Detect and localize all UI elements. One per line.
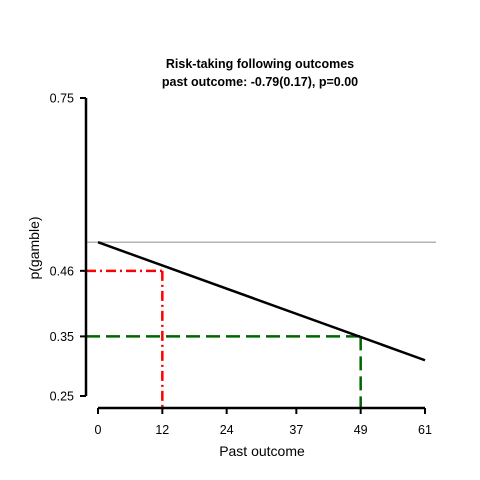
x-tick-label-3: 37 <box>289 423 303 437</box>
x-tick-label-2: 24 <box>220 423 234 437</box>
x-axis-label: Past outcome <box>219 443 305 459</box>
plot-area <box>86 241 436 408</box>
x-tick-label-0: 0 <box>95 423 102 437</box>
y-tick-label-3: 0.75 <box>50 92 74 106</box>
series-line-0 <box>97 241 426 362</box>
y-axis-label: p(gamble) <box>26 216 42 279</box>
chart-title: Risk-taking following outcomes <box>166 57 354 71</box>
y-tick-label-2: 0.46 <box>50 264 74 278</box>
chart-subtitle: past outcome: -0.79(0.17), p=0.00 <box>162 75 358 89</box>
x-tick-label-5: 61 <box>418 423 432 437</box>
x-tick-label-4: 49 <box>354 423 368 437</box>
y-tick-label-1: 0.35 <box>50 330 74 344</box>
x-tick-label-1: 12 <box>155 423 169 437</box>
axes: 0.25 0.35 0.46 0.75 0 12 24 37 49 61 <box>50 92 432 438</box>
y-tick-label-0: 0.25 <box>50 390 74 404</box>
